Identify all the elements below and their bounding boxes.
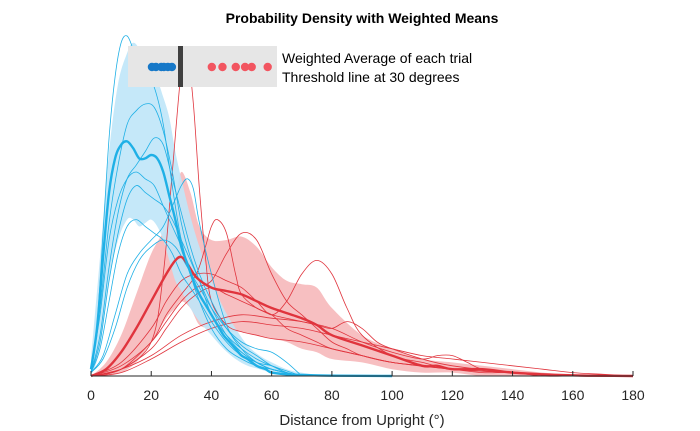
x-tick-label-160: 160 (561, 387, 585, 403)
red-weighted-mean-marker-1 (207, 62, 217, 72)
red-mean-curve (90, 255, 634, 378)
x-axis-ticks: 0 20 40 60 80 100 120 140 160 180 (87, 371, 645, 403)
red-trial-curve-7 (90, 321, 634, 377)
legend-entry-threshold: Threshold line at 30 degrees (282, 69, 459, 85)
x-tick-label-80: 80 (324, 387, 340, 403)
x-tick-label-20: 20 (143, 387, 159, 403)
x-tick-label-60: 60 (264, 387, 280, 403)
blue-trial-curve-5 (90, 185, 302, 377)
red-trial-curve-4 (90, 259, 634, 377)
legend-entry-weighted-average: Weighted Average of each trial (282, 50, 472, 66)
chart-title: Probability Density with Weighted Means (226, 10, 499, 26)
blue-trial-curve-1 (90, 35, 302, 377)
legend: Weighted Average of each trial Threshold… (128, 46, 472, 87)
red-weighted-mean-marker-6 (263, 62, 272, 72)
blue-mean-curve (89, 140, 393, 378)
blue-confidence-band (91, 42, 393, 377)
x-tick-label-0: 0 (87, 387, 95, 403)
red-weighted-mean-marker-4 (240, 62, 250, 72)
blue-weighted-mean-marker-6 (167, 62, 177, 72)
x-tick-label-140: 140 (501, 387, 525, 403)
x-axis-label: Distance from Upright (°) (279, 412, 444, 429)
x-tick-label-40: 40 (204, 387, 220, 403)
red-weighted-mean-marker-5 (247, 62, 256, 72)
x-tick-label-100: 100 (380, 387, 404, 403)
x-tick-label-120: 120 (441, 387, 465, 403)
blue-trial-curve-3 (90, 137, 302, 377)
x-tick-label-180: 180 (621, 387, 645, 403)
mean-curves (89, 140, 634, 378)
threshold-legend-line (178, 46, 183, 87)
blue-trial-curve-7 (90, 178, 302, 377)
legend-markers (147, 62, 272, 72)
red-weighted-mean-marker-2 (218, 62, 227, 72)
red-weighted-mean-marker-3 (231, 62, 240, 72)
